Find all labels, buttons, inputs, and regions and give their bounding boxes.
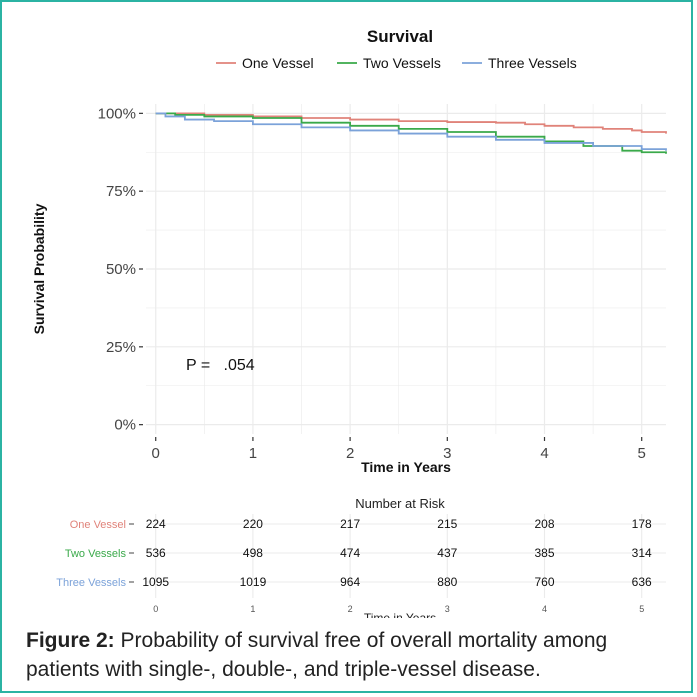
y-axis-title: Survival Probability: [31, 203, 47, 334]
grid-layer: [146, 104, 666, 434]
risk-cell-one-vessel: 215: [437, 517, 457, 531]
series-line-two-vessels: [155, 112, 667, 154]
series-line-three-vessels: [155, 112, 667, 151]
y-tick-label: 100%: [98, 105, 136, 122]
figure-caption: Figure 2: Probability of survival free o…: [26, 626, 676, 684]
x-tick-label: 2: [346, 445, 354, 462]
risk-cell-three-vessels: 1019: [240, 575, 267, 589]
survival-figure: 0% 25% 50% 75% 100% 0 1 2 3 4 5 Time in Years Surviv…: [31, 27, 667, 618]
legend-label-two-vessels: Two Vessels: [363, 55, 441, 71]
risk-x-tick-label: 1: [250, 604, 255, 614]
risk-row-label-one-vessel: One Vessel: [70, 519, 126, 531]
risk-cell-one-vessel: 178: [632, 517, 652, 531]
risk-cell-two-vessels: 437: [437, 546, 457, 560]
caption-label: Figure 2:: [26, 629, 115, 652]
series-layer: [155, 112, 667, 154]
risk-x-tick-label: 3: [445, 604, 450, 614]
legend-label-one-vessel: One Vessel: [242, 55, 314, 71]
caption-text: Probability of survival free of overall …: [26, 629, 608, 681]
legend-label-three-vessels: Three Vessels: [488, 55, 577, 71]
risk-x-tick-label: 5: [639, 604, 644, 614]
x-tick-label: 0: [152, 445, 160, 462]
risk-cell-two-vessels: 385: [534, 546, 554, 560]
risk-row-label-two-vessels: Two Vessels: [65, 548, 127, 560]
legend: Survival One Vessel Two Vessels Three Vesse…: [216, 27, 577, 71]
y-tick-label: 25%: [106, 339, 136, 356]
x-tick-label: 3: [443, 445, 451, 462]
chart-title: Survival: [367, 27, 433, 46]
risk-cell-one-vessel: 220: [243, 517, 263, 531]
risk-cell-two-vessels: 474: [340, 546, 360, 560]
series-line-one-vessel: [155, 112, 667, 134]
risk-cell-two-vessels: 314: [632, 546, 652, 560]
risk-x-tick-label: 2: [348, 604, 353, 614]
x-tick-label: 5: [638, 445, 646, 462]
y-tick-label: 50%: [106, 261, 136, 278]
risk-table-title: Number at Risk: [355, 496, 445, 511]
risk-cell-three-vessels: 760: [534, 575, 554, 589]
y-tick-label: 75%: [106, 183, 136, 200]
risk-cell-three-vessels: 964: [340, 575, 360, 589]
risk-cell-one-vessel: 224: [146, 517, 166, 531]
p-value-annotation: P = .054: [186, 357, 255, 374]
x-axis-title: Time in Years: [361, 459, 451, 475]
risk-cell-three-vessels: 636: [632, 575, 652, 589]
risk-cell-two-vessels: 498: [243, 546, 263, 560]
risk-x-tick-label: 0: [153, 604, 158, 614]
x-tick-label: 4: [540, 445, 548, 462]
risk-cell-three-vessels: 880: [437, 575, 457, 589]
axes-layer: 0% 25% 50% 75% 100% 0 1 2 3 4 5 Time in Years Surviv…: [31, 105, 646, 475]
risk-cell-two-vessels: 536: [146, 546, 166, 560]
risk-x-tick-label: 4: [542, 604, 547, 614]
risk-cell-three-vessels: 1095: [142, 575, 169, 589]
risk-cell-one-vessel: 217: [340, 517, 360, 531]
risk-row-label-three-vessels: Three Vessels: [56, 577, 126, 589]
risk-table-x-title: Time in Years: [364, 611, 436, 618]
risk-cell-one-vessel: 208: [534, 517, 554, 531]
y-tick-label: 0%: [114, 417, 136, 434]
x-tick-label: 1: [249, 445, 257, 462]
